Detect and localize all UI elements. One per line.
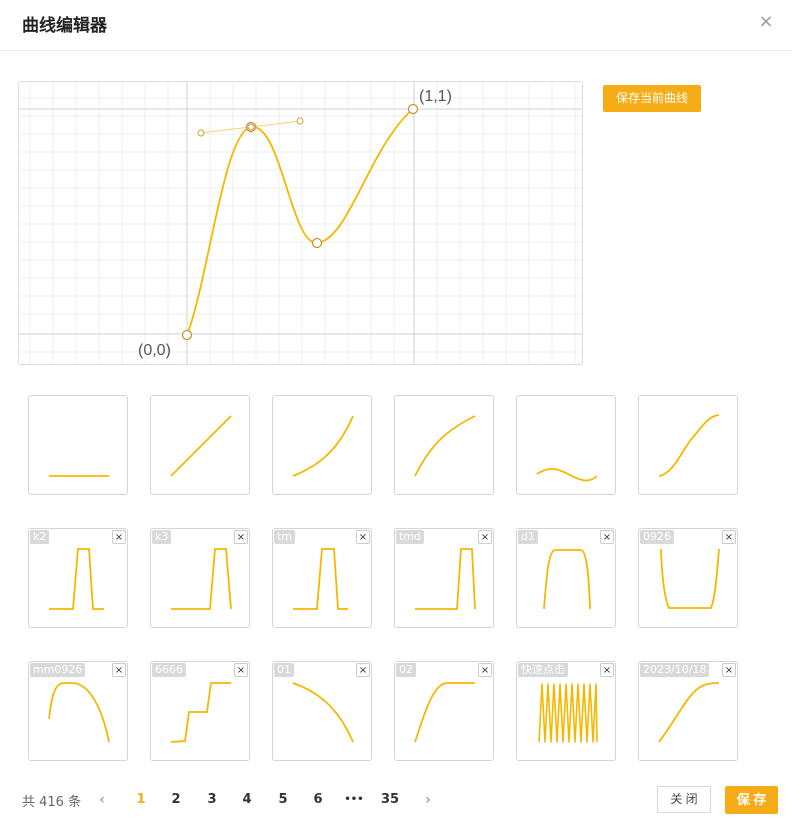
delete-icon[interactable]: × <box>722 530 736 544</box>
delete-icon[interactable]: × <box>112 530 126 544</box>
preset-ease-out-thumbnail <box>414 415 476 477</box>
saved-curve-thumbnail <box>48 682 110 743</box>
preset-curve-card[interactable] <box>28 395 128 495</box>
delete-icon[interactable]: × <box>600 663 614 677</box>
saved-curve-thumbnail <box>543 549 591 610</box>
page-35[interactable]: 35 <box>380 792 400 807</box>
delete-icon[interactable]: × <box>722 663 736 677</box>
preset-curve-card[interactable] <box>272 395 372 495</box>
page-1[interactable]: 1 <box>136 792 146 807</box>
saved-curve-thumbnail <box>171 548 232 610</box>
preset-curve-card[interactable] <box>150 395 250 495</box>
saved-curve-thumbnail <box>658 682 720 743</box>
saved-curve-card[interactable]: 快速点击 × <box>516 661 616 761</box>
save-current-curve-button[interactable]: 保存当前曲线 <box>603 85 701 112</box>
preset-linear-thumbnail <box>170 415 232 477</box>
dialog-title: 曲线编辑器 <box>22 16 107 36</box>
curve-point-1-inner <box>247 123 255 131</box>
saved-curve-thumbnail <box>170 682 231 743</box>
saved-curve-name: 快速点击 <box>518 663 568 677</box>
edited-curve <box>186 108 414 336</box>
saved-curve-thumbnail <box>660 548 720 609</box>
curve-point-end[interactable] <box>407 103 419 115</box>
curve-editor-svg: (0,0) (1,1) <box>19 82 582 364</box>
control-handle-right[interactable] <box>296 117 304 125</box>
end-label: (1,1) <box>419 88 452 105</box>
saved-curve-name: d1 <box>518 530 538 544</box>
saved-curve-thumbnail <box>415 548 476 610</box>
preset-curve-card[interactable] <box>638 395 738 495</box>
page-3[interactable]: 3 <box>207 792 217 807</box>
curve-point-2[interactable] <box>311 237 323 249</box>
delete-icon[interactable]: × <box>234 663 248 677</box>
saved-curve-name: mm0926 <box>30 663 86 677</box>
preset-curve-card[interactable] <box>516 395 616 495</box>
saved-curve-thumbnail <box>292 682 354 743</box>
prev-page-icon[interactable]: ‹ <box>99 792 105 808</box>
total-count: 共 416 条 <box>22 795 82 810</box>
delete-icon[interactable]: × <box>356 663 370 677</box>
preset-ease-in-out-thumbnail <box>658 414 720 477</box>
delete-icon[interactable]: × <box>234 530 248 544</box>
pagination: 共 416 条 ‹ 1 2 3 4 5 6 ••• 35 › <box>0 786 792 814</box>
saved-curve-name: 0926 <box>640 530 674 544</box>
delete-icon[interactable]: × <box>112 663 126 677</box>
preset-ease-in-thumbnail <box>292 415 354 477</box>
delete-icon[interactable]: × <box>478 663 492 677</box>
saved-curve-name: 02 <box>396 663 416 677</box>
curve-points <box>181 103 419 341</box>
origin-label: (0,0) <box>138 342 171 359</box>
next-page-icon[interactable]: › <box>425 792 431 808</box>
page-2[interactable]: 2 <box>171 792 181 807</box>
saved-curve-card[interactable]: tmd × <box>394 528 494 628</box>
curve-editor-canvas[interactable]: (0,0) (1,1) <box>18 81 583 365</box>
delete-icon[interactable]: × <box>356 530 370 544</box>
save-button[interactable]: 保 存 <box>725 786 778 814</box>
saved-curve-card[interactable]: d1 × <box>516 528 616 628</box>
saved-curve-card[interactable]: 0926 × <box>638 528 738 628</box>
preset-curve-card[interactable] <box>394 395 494 495</box>
dialog-header: 曲线编辑器 × <box>0 0 792 51</box>
saved-curve-card[interactable]: k2 × <box>28 528 128 628</box>
saved-curve-name: 6666 <box>152 663 186 677</box>
page-ellipsis[interactable]: ••• <box>344 794 364 805</box>
saved-curve-name: 01 <box>274 663 294 677</box>
page-4[interactable]: 4 <box>242 792 252 807</box>
delete-icon[interactable]: × <box>478 530 492 544</box>
curve-point-start[interactable] <box>181 329 193 341</box>
saved-curve-card[interactable]: k3 × <box>150 528 250 628</box>
saved-curve-thumbnail <box>293 548 348 610</box>
control-handle-left[interactable] <box>197 129 205 137</box>
saved-curve-name: tm <box>274 530 296 544</box>
saved-curve-name: k3 <box>152 530 172 544</box>
saved-curve-card[interactable]: 2023/10/18 × <box>638 661 738 761</box>
saved-curve-name: k2 <box>30 530 50 544</box>
preset-flat-thumbnail <box>49 475 109 477</box>
close-button[interactable]: 关 闭 <box>657 786 711 813</box>
preset-wave-thumbnail <box>536 468 598 482</box>
close-icon[interactable]: × <box>758 11 774 32</box>
saved-curve-card[interactable]: mm0926 × <box>28 661 128 761</box>
saved-curve-card[interactable]: 01 × <box>272 661 372 761</box>
delete-icon[interactable]: × <box>600 530 614 544</box>
saved-curve-name: tmd <box>396 530 425 544</box>
saved-curve-thumbnail <box>414 682 475 743</box>
page-5[interactable]: 5 <box>278 792 288 807</box>
saved-curve-name: 2023/10/18 <box>640 663 710 677</box>
saved-curve-card[interactable]: 6666 × <box>150 661 250 761</box>
saved-curve-thumbnail <box>538 683 598 743</box>
saved-curve-card[interactable]: 02 × <box>394 661 494 761</box>
editor-grid <box>19 82 582 364</box>
saved-curve-thumbnail <box>49 548 104 610</box>
saved-curve-card[interactable]: tm × <box>272 528 372 628</box>
page-6[interactable]: 6 <box>313 792 323 807</box>
